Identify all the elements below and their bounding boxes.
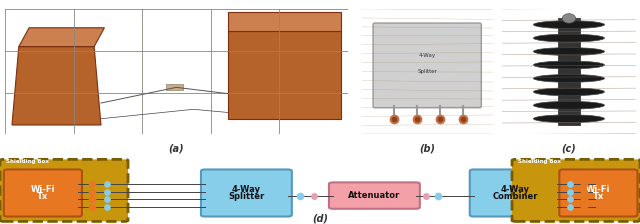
Text: Shielding Box: Shielding Box — [518, 159, 561, 164]
Text: Tx: Tx — [593, 192, 604, 201]
Text: Splitter: Splitter — [417, 69, 437, 74]
Text: 4-Way: 4-Way — [500, 185, 530, 194]
FancyBboxPatch shape — [559, 170, 637, 217]
Bar — [558, 18, 580, 125]
Text: Combiner: Combiner — [492, 192, 538, 201]
Text: 4-Way: 4-Way — [419, 54, 436, 58]
Text: (a): (a) — [168, 144, 184, 154]
Text: Splitter: Splitter — [228, 192, 264, 201]
FancyBboxPatch shape — [0, 159, 128, 221]
Polygon shape — [19, 28, 104, 47]
FancyBboxPatch shape — [201, 170, 292, 217]
Text: Wi-Fi: Wi-Fi — [586, 185, 611, 194]
Bar — [166, 84, 183, 90]
Text: (d): (d) — [312, 213, 328, 224]
FancyBboxPatch shape — [373, 23, 481, 108]
Polygon shape — [228, 12, 340, 31]
Text: 4-Way: 4-Way — [232, 185, 261, 194]
Ellipse shape — [534, 61, 604, 69]
Ellipse shape — [534, 101, 604, 109]
Text: Shielding Box: Shielding Box — [6, 159, 49, 164]
FancyBboxPatch shape — [329, 182, 420, 209]
FancyBboxPatch shape — [4, 170, 82, 217]
Text: Tx: Tx — [37, 192, 49, 201]
Polygon shape — [12, 47, 101, 125]
Ellipse shape — [534, 74, 604, 82]
Polygon shape — [228, 31, 340, 119]
Text: Attenuator: Attenuator — [348, 191, 401, 200]
Ellipse shape — [534, 88, 604, 96]
FancyBboxPatch shape — [470, 170, 561, 217]
Circle shape — [563, 14, 575, 23]
Ellipse shape — [534, 21, 604, 28]
Ellipse shape — [534, 48, 604, 55]
Text: Wi-Fi: Wi-Fi — [31, 185, 55, 194]
Text: (c): (c) — [561, 144, 577, 154]
FancyBboxPatch shape — [512, 159, 640, 221]
Ellipse shape — [534, 115, 604, 123]
Text: (b): (b) — [420, 144, 436, 154]
Ellipse shape — [534, 34, 604, 42]
